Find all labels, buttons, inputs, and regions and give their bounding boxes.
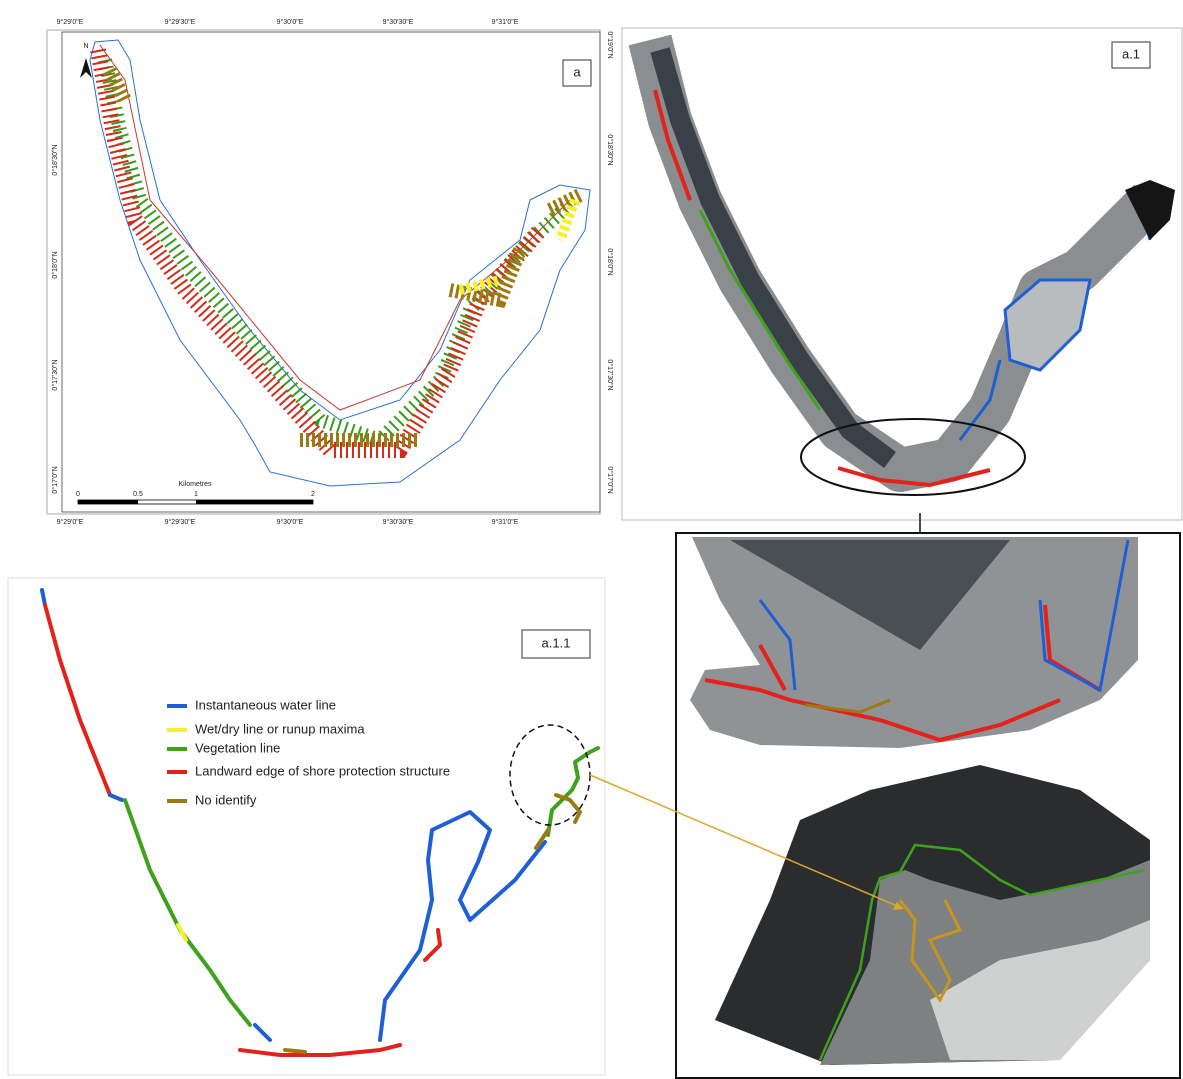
panel-a11-frame bbox=[8, 578, 605, 1075]
bottom-coord-label: 9°31'0"E bbox=[492, 518, 519, 526]
legend-label: Landward edge of shore protection struct… bbox=[195, 763, 450, 778]
bottom-coord-label: 9°29'0"E bbox=[57, 518, 84, 526]
right-coord-label: 0°18'30"N bbox=[606, 134, 614, 165]
scale-label: 0.5 bbox=[133, 491, 143, 498]
top-coord-label: 9°29'0"E bbox=[57, 18, 84, 26]
shoreline-segment bbox=[285, 1050, 305, 1052]
top-coord-label: 9°30'0"E bbox=[277, 18, 304, 26]
left-coord-label: 0°18'0"N bbox=[51, 251, 59, 278]
scale-label: 2 bbox=[311, 491, 315, 498]
scale-label: 0 bbox=[76, 491, 80, 498]
scale-title: Kilometres bbox=[178, 481, 212, 488]
left-coord-label: 0°18'30"N bbox=[51, 144, 59, 175]
north-label: N bbox=[83, 43, 88, 50]
bottom-coord-label: 9°30'30"E bbox=[383, 518, 414, 526]
bottom-coord-label: 9°30'0"E bbox=[277, 518, 304, 526]
legend-label: Wet/dry line or runup maxima bbox=[195, 721, 365, 736]
scale-bar-seg bbox=[78, 500, 138, 504]
scale-label: 1 bbox=[194, 491, 198, 498]
figure: a N Kilometres 0 0.5 1 2 9°29'0"E 9°29'30"E 9… bbox=[0, 0, 1183, 1079]
right-coord-label: 0°17'30"N bbox=[606, 359, 614, 390]
legend-label: Instantaneous water line bbox=[195, 697, 336, 712]
left-coord-label: 0°17'0"N bbox=[51, 466, 59, 493]
panel-label: a bbox=[573, 64, 581, 79]
top-coord-label: 9°30'30"E bbox=[383, 18, 414, 26]
left-coord-label: 0°17'30"N bbox=[51, 359, 59, 390]
legend-label: No identify bbox=[195, 792, 257, 807]
panel-label: a.1.1 bbox=[542, 635, 571, 650]
legend-label: Vegetation line bbox=[195, 740, 280, 755]
right-coord-label: 0°19'0"N bbox=[606, 31, 614, 58]
bottom-coord-label: 9°29'30"E bbox=[165, 518, 196, 526]
scale-bar-seg bbox=[196, 500, 313, 504]
right-coord-label: 0°17'0"N bbox=[606, 466, 614, 493]
top-coord-label: 9°29'30"E bbox=[165, 18, 196, 26]
panel-label: a.1 bbox=[1122, 46, 1140, 61]
right-coord-label: 0°18'0"N bbox=[606, 248, 614, 275]
top-coord-label: 9°31'0"E bbox=[492, 18, 519, 26]
